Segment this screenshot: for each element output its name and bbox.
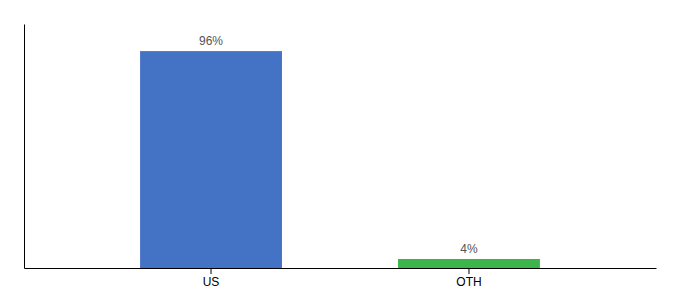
data-labels: 96% 4% [199, 34, 478, 256]
bar [398, 259, 540, 268]
x-tick: US [203, 268, 220, 289]
y-axis-line [24, 25, 25, 269]
bars [140, 51, 540, 268]
x-tick: OTH [456, 268, 481, 289]
x-axis: US OTH [25, 268, 657, 289]
chart-container: US OTH 96% 4% [0, 0, 680, 300]
y-axis [24, 25, 25, 269]
x-tick-mark [468, 268, 469, 274]
data-label: 4% [460, 242, 478, 256]
chart: US OTH 96% 4% [0, 0, 680, 300]
plot-area: US OTH 96% 4% [25, 25, 657, 289]
data-label: 96% [199, 34, 223, 48]
bar [140, 51, 282, 268]
x-tick-label: OTH [456, 275, 481, 289]
x-tick-mark [211, 268, 212, 274]
x-tick-label: US [203, 275, 220, 289]
x-axis-line [25, 268, 657, 269]
